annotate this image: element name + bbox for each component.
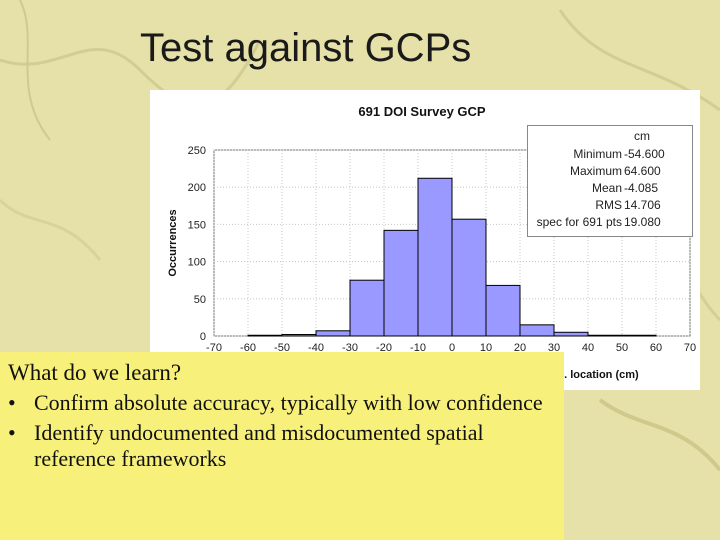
histogram-bar [587,334,623,337]
x-tick-label: 60 [650,342,662,354]
stats-row-mean: Mean -4.085 [528,181,688,197]
x-tick-label: 30 [548,342,560,354]
bullet-dot-icon: • [8,420,16,445]
histogram-bar [553,331,589,337]
histogram-bar [451,218,487,337]
histogram-bar [519,324,555,337]
histogram-bar [247,334,283,337]
y-tick-label: 50 [194,294,206,306]
x-tick-label: 70 [684,342,696,354]
x-tick-label: 50 [616,342,628,354]
stats-value: -4.085 [624,181,659,195]
stats-row-rms: RMS 14.706 [528,198,688,214]
y-tick-label: 200 [188,182,206,194]
x-axis-label: ... location (cm) [558,369,639,381]
slide-title: Test against GCPs [140,26,472,70]
stats-label: Minimum [573,147,622,161]
histogram-bar [383,229,419,337]
stats-label: RMS [595,198,622,212]
x-tick-label: 20 [514,342,526,354]
stats-label: Mean [591,181,622,195]
bullet-list: • Confirm absolute accuracy, typically w… [8,390,556,472]
x-tick-label: -10 [410,342,426,354]
histogram-chart: 0 50 100 150 200 250 -70 -60 -50 -40 -30 -20 -10 0 10 2… [167,104,696,381]
x-tick-label: -20 [376,342,392,354]
stats-row-spec: spec for 691 pts 19.080 [528,215,688,231]
y-tick-label: 250 [188,145,206,157]
x-tick-label: -50 [274,342,290,354]
stats-box: cm Minimum -54.600 Maximum 64.600 Mean -… [527,125,693,237]
x-tick-label: -30 [342,342,358,354]
stats-value: 14.706 [624,198,661,212]
stats-label: spec for 691 pts [536,215,622,229]
x-tick-label: -40 [308,342,324,354]
bullet-dot-icon: • [8,390,16,415]
histogram-bar [281,334,317,337]
stats-value: -54.600 [624,147,665,161]
x-tick-label: 10 [480,342,492,354]
y-tick-label: 150 [188,219,206,231]
stats-row-minimum: Minimum -54.600 [528,147,688,163]
x-tick-label: -70 [206,342,222,354]
stats-row-maximum: Maximum 64.600 [528,164,688,180]
stats-value: 64.600 [624,164,661,178]
y-tick-label: 100 [188,257,206,269]
bullet-text: Confirm absolute accuracy, typically wit… [34,390,543,415]
notes-text-box: What do we learn? • Confirm absolute acc… [0,352,564,540]
x-tick-label: 0 [449,342,455,354]
histogram-bar [417,177,453,337]
y-axis-label: Occurrences [167,209,179,276]
chart-title: 691 DOI Survey GCP [358,104,485,119]
histogram-bar [315,330,351,337]
x-tick-label: -60 [240,342,256,354]
histogram-bar [485,284,521,337]
histogram-bar [621,334,657,337]
histogram-bar [349,279,385,337]
y-tick-label: 0 [200,331,206,343]
stats-value: 19.080 [624,215,661,229]
bullet-item: • Identify undocumented and misdocumente… [8,420,556,472]
bullet-text: Identify undocumented and misdocumented … [34,420,484,471]
bullet-item: • Confirm absolute accuracy, typically w… [8,390,556,416]
x-tick-label: 40 [582,342,594,354]
stats-unit: cm [634,129,650,143]
question-text: What do we learn? [8,360,182,385]
stats-label: Maximum [569,164,622,178]
